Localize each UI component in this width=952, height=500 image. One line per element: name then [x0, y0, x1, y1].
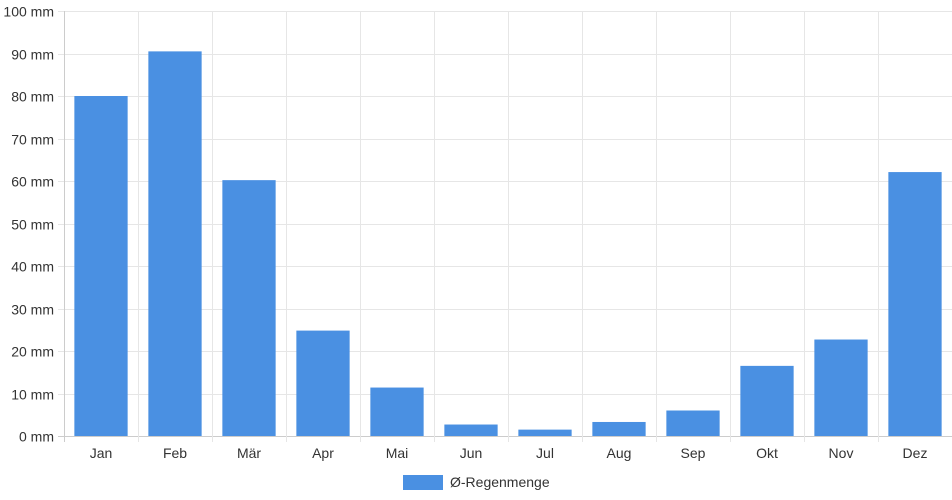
axes: 0 mm 10 mm 20 mm 30 mm 40 mm 50 mm 60 mm 70 mm 8… [3, 4, 927, 462]
y-tick-label: 30 mm [11, 302, 54, 318]
x-tick-label: Jan [90, 445, 113, 461]
grid-lines [58, 11, 952, 442]
legend[interactable]: Ø-Regenmenge [403, 474, 550, 490]
x-tick-label: Mai [386, 445, 409, 461]
x-tick-label: Sep [681, 445, 706, 461]
y-tick-label: 70 mm [11, 132, 54, 148]
y-tick-label: 10 mm [11, 387, 54, 403]
y-tick-label: 0 mm [19, 429, 54, 445]
bar-Jun[interactable] [444, 424, 498, 436]
x-tick-label: Okt [756, 445, 778, 461]
bar-Mär[interactable] [222, 180, 276, 436]
bar-Apr[interactable] [296, 330, 350, 436]
x-tick-label: Mär [237, 445, 261, 461]
bar-Aug[interactable] [592, 421, 646, 436]
y-tick-label: 40 mm [11, 259, 54, 275]
legend-label: Ø-Regenmenge [450, 474, 550, 490]
x-tick-label: Jun [460, 445, 483, 461]
bar-Sep[interactable] [666, 410, 720, 437]
bar-Okt[interactable] [740, 365, 794, 436]
y-tick-label: 80 mm [11, 89, 54, 105]
bar-Nov[interactable] [814, 339, 868, 436]
bar-Jul[interactable] [518, 429, 572, 436]
bar-Mai[interactable] [370, 387, 424, 436]
y-tick-label: 100 mm [3, 4, 54, 20]
x-tick-label: Apr [312, 445, 334, 461]
x-tick-label: Nov [829, 445, 854, 461]
x-tick-label: Dez [903, 445, 928, 461]
legend-swatch [403, 475, 443, 490]
y-tick-label: 20 mm [11, 344, 54, 360]
y-tick-label: 60 mm [11, 174, 54, 190]
x-tick-label: Jul [536, 445, 554, 461]
bars [74, 51, 942, 437]
y-tick-label: 90 mm [11, 47, 54, 63]
x-tick-label: Aug [607, 445, 632, 461]
y-tick-label: 50 mm [11, 217, 54, 233]
bar-Jan[interactable] [74, 96, 128, 436]
x-tick-label: Feb [163, 445, 187, 461]
bar-Dez[interactable] [888, 172, 942, 436]
bar-Feb[interactable] [148, 51, 202, 436]
